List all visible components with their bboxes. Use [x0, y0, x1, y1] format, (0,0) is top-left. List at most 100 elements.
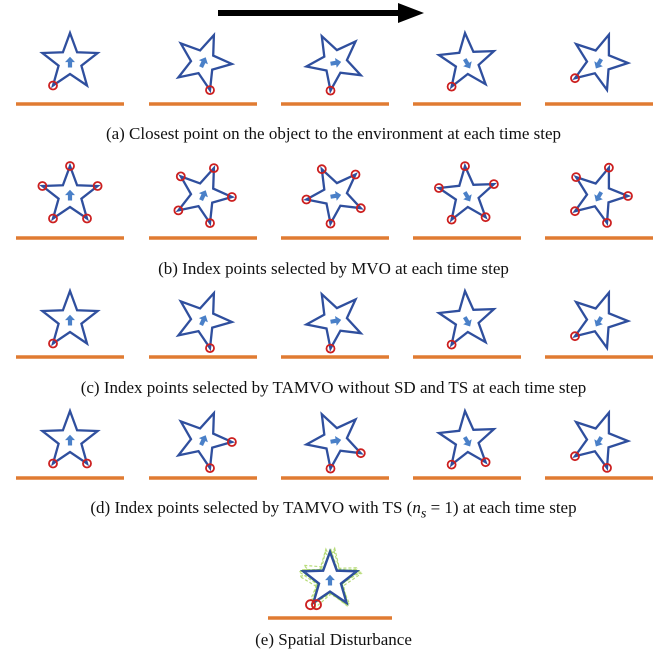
caption-d-prefix: (d) Index points selected by TAMVO with …	[90, 498, 413, 517]
time-step-2	[149, 409, 257, 480]
spatial-disturbance-panel	[268, 546, 392, 620]
orientation-arrow-icon	[330, 58, 342, 68]
diagram-rows	[16, 29, 653, 480]
index-point	[325, 463, 336, 474]
index-point	[446, 459, 457, 470]
index-point	[311, 599, 322, 611]
orientation-arrow-icon	[198, 57, 208, 68]
index-point	[570, 451, 580, 462]
index-point	[325, 85, 336, 96]
index-point	[570, 73, 580, 84]
index-point	[433, 183, 444, 193]
index-point	[205, 463, 215, 474]
index-point	[604, 162, 614, 173]
time-step-4	[413, 161, 521, 240]
index-point	[350, 169, 361, 180]
index-point	[570, 206, 580, 217]
index-point	[623, 191, 633, 201]
index-point	[316, 164, 327, 175]
orientation-arrow-icon	[463, 436, 472, 447]
index-point	[48, 338, 58, 349]
orientation-arrow-icon	[594, 58, 603, 69]
time-step-2	[149, 31, 257, 106]
index-point	[446, 339, 457, 350]
orientation-arrow-icon	[330, 316, 342, 326]
index-point	[602, 462, 612, 473]
orientation-arrow-icon	[65, 434, 75, 446]
orientation-arrow-icon	[330, 436, 342, 446]
index-point	[37, 181, 48, 191]
index-point	[602, 217, 612, 228]
caption-a: (a) Closest point on the object to the e…	[105, 124, 562, 143]
time-step-1	[16, 29, 124, 106]
index-point	[446, 81, 457, 92]
index-point	[205, 218, 215, 229]
index-point	[65, 161, 75, 171]
index-point	[173, 205, 184, 216]
orientation-arrow-icon	[198, 435, 208, 446]
index-point	[446, 214, 457, 225]
orientation-arrow-icon	[65, 56, 75, 68]
time-step-1	[16, 287, 124, 359]
time-step-4	[413, 29, 521, 106]
row-b	[16, 161, 653, 240]
orientation-arrow-icon	[198, 315, 208, 326]
time-step-5	[545, 289, 653, 359]
time-step-2	[149, 163, 257, 240]
index-point	[208, 163, 219, 174]
index-point	[48, 213, 58, 224]
index-point	[205, 85, 215, 95]
orientation-arrow-icon	[65, 189, 75, 201]
orientation-arrow-icon	[463, 58, 472, 69]
orientation-arrow-icon	[463, 191, 472, 202]
index-point	[460, 161, 470, 172]
index-point	[480, 212, 491, 223]
row-a	[16, 29, 653, 106]
index-point	[48, 458, 58, 469]
time-step-4	[413, 407, 521, 480]
time-step-2	[149, 289, 257, 359]
time-arrow-head	[398, 3, 424, 23]
index-point	[205, 343, 215, 354]
caption-d-math: n	[412, 498, 421, 517]
caption-d-equals: = 1)	[426, 498, 459, 517]
time-direction-arrow-icon	[218, 3, 424, 23]
index-point	[325, 218, 336, 229]
caption-c: (c) Index points selected by TAMVO witho…	[80, 378, 587, 397]
time-step-5	[545, 162, 653, 240]
index-point	[488, 179, 499, 190]
time-step-5	[545, 31, 653, 106]
orientation-arrow-icon	[594, 316, 603, 327]
index-point	[305, 599, 316, 611]
index-point	[226, 192, 237, 202]
row-c	[16, 287, 653, 359]
time-step-5	[545, 409, 653, 480]
index-point	[570, 331, 580, 342]
caption-d: (d) Index points selected by TAMVO with …	[0, 498, 667, 523]
time-step-3	[281, 33, 389, 106]
orientation-arrow-icon	[330, 191, 342, 201]
time-step-3	[281, 291, 389, 359]
index-point	[48, 80, 58, 91]
index-point	[355, 203, 366, 214]
index-point	[175, 171, 186, 182]
time-step-4	[413, 287, 521, 359]
caption-d-suffix: at each time step	[458, 498, 577, 517]
caption-e: (e) Spatial Disturbance	[255, 630, 412, 649]
orientation-arrow-icon	[198, 190, 208, 201]
orientation-arrow-icon	[594, 191, 603, 202]
orientation-arrow-icon	[463, 316, 472, 327]
caption-b: (b) Index points selected by MVO at each…	[158, 259, 509, 278]
row-d	[16, 407, 653, 480]
orientation-arrow-icon	[594, 436, 603, 447]
caption-d-subscript: s	[420, 505, 427, 522]
index-point	[355, 448, 366, 459]
orientation-arrow-icon	[65, 314, 75, 326]
index-point	[226, 437, 237, 447]
index-point	[92, 181, 103, 191]
time-step-1	[16, 407, 124, 480]
orientation-arrow-icon	[325, 574, 335, 586]
index-point	[301, 194, 312, 205]
time-step-1	[16, 161, 124, 240]
time-step-3	[281, 411, 389, 480]
